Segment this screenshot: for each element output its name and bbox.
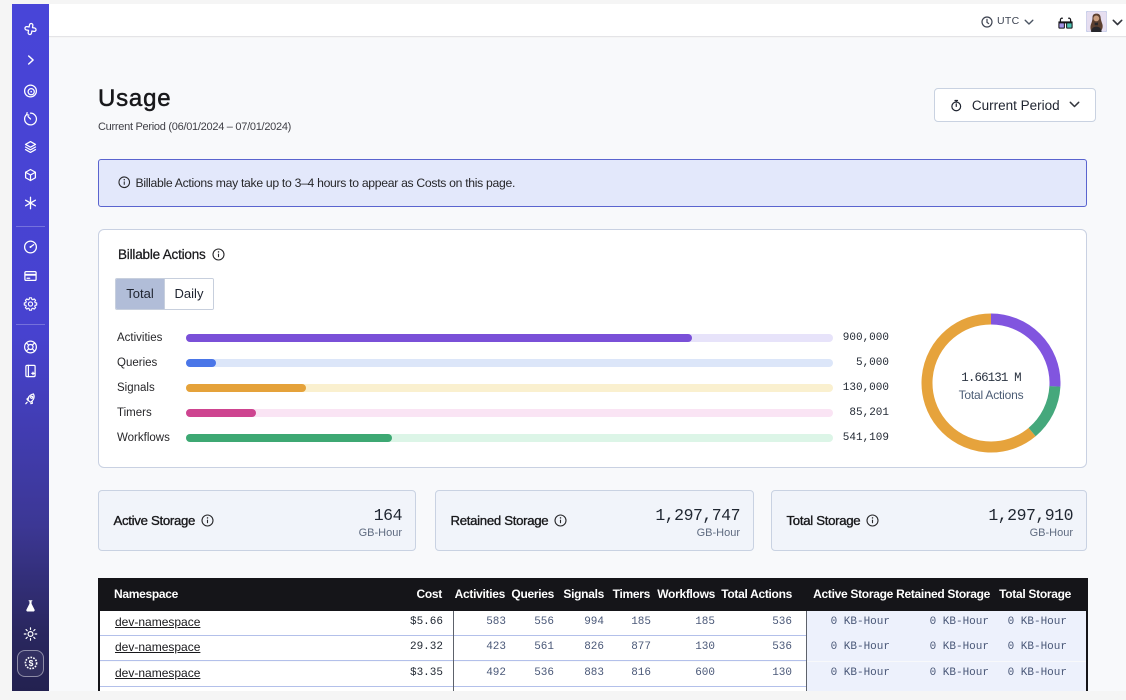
svg-text:$: $ bbox=[28, 658, 33, 668]
